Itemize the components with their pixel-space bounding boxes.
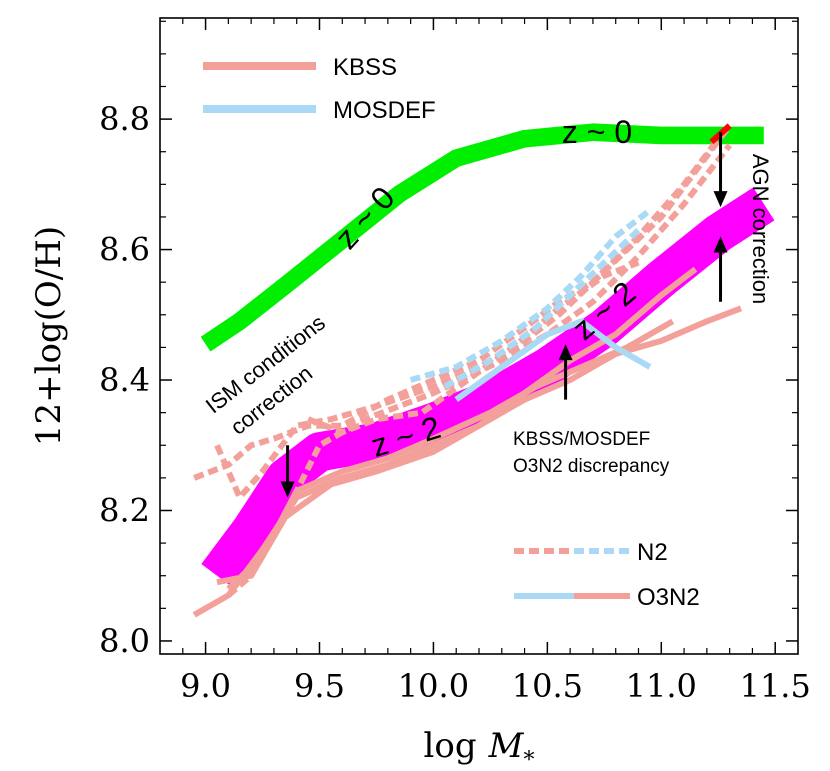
series-layer bbox=[192, 123, 743, 618]
x-tick-label: 11.5 bbox=[740, 667, 811, 705]
z2-band bbox=[201, 187, 775, 588]
legend-o3n2-label: O3N2 bbox=[637, 584, 700, 611]
x-axis-label-log: log bbox=[424, 726, 477, 766]
discrepancy-annotation-line1: KBSS/MOSDEF bbox=[513, 429, 650, 450]
series-line-kbss-n2-2 bbox=[214, 136, 721, 501]
x-axis-label-var: M bbox=[488, 726, 525, 766]
arrow-layer bbox=[280, 132, 728, 498]
x-tick-label: 10.0 bbox=[398, 667, 469, 705]
x-axis-label: log M* bbox=[424, 726, 535, 771]
series-line-kbss-n2-4 bbox=[307, 259, 640, 436]
band-layer bbox=[200, 123, 775, 588]
legend-n2-label: N2 bbox=[637, 539, 668, 566]
y-tick-label: 8.2 bbox=[99, 491, 150, 529]
series-line-kbss-o3n2-3 bbox=[226, 318, 675, 591]
series-line-mosdef-o3n2 bbox=[454, 318, 652, 403]
y-tick-label: 8.0 bbox=[99, 622, 150, 660]
legend-kbss-label: KBSS bbox=[333, 54, 397, 81]
discrepancy-arrow bbox=[558, 344, 573, 400]
x-tick-label: 9.0 bbox=[180, 667, 231, 705]
y-tick-label: 8.6 bbox=[99, 231, 150, 269]
ism-correction-arrow-head bbox=[280, 481, 295, 498]
series-line-mosdef-n2 bbox=[409, 208, 652, 383]
agn-up-arrow-head bbox=[713, 236, 728, 253]
x-tick-label: 10.5 bbox=[512, 667, 583, 705]
series-line-mosdef-n2-2 bbox=[443, 227, 641, 390]
x-tick-label: 9.5 bbox=[294, 667, 345, 705]
agn-up-arrow bbox=[713, 236, 728, 302]
y-axis-label: 12+log(O/H) bbox=[29, 226, 69, 446]
legend-bottom: N2 O3N2 bbox=[514, 539, 700, 611]
x-tick-label: 11.0 bbox=[626, 667, 697, 705]
discrepancy-arrow-head bbox=[558, 344, 573, 361]
y-tick-label: 8.8 bbox=[99, 100, 150, 138]
y-tick-label: 8.4 bbox=[99, 361, 150, 399]
x-axis-label-sub: * bbox=[523, 748, 534, 771]
series-line-kbss-n2 bbox=[193, 123, 733, 481]
agn-down-arrow-head bbox=[713, 191, 728, 208]
z0-band bbox=[200, 123, 764, 352]
legend-mosdef-label: MOSDEF bbox=[333, 97, 436, 124]
discrepancy-annotation-line2: O3N2 discrepancy bbox=[513, 456, 670, 477]
agn-annotation: AGN correction bbox=[748, 154, 773, 304]
legend-top: KBSS MOSDEF bbox=[203, 54, 436, 124]
agn-down-arrow bbox=[713, 132, 728, 208]
tick-layer: 9.0 9.5 10.0 10.5 11.0 11.5 8.0 8.2 8.4 8.6 8.8 bbox=[99, 18, 811, 705]
z0-label-right: z ~ 0 bbox=[562, 114, 632, 150]
ism-correction-arrow bbox=[280, 445, 295, 498]
